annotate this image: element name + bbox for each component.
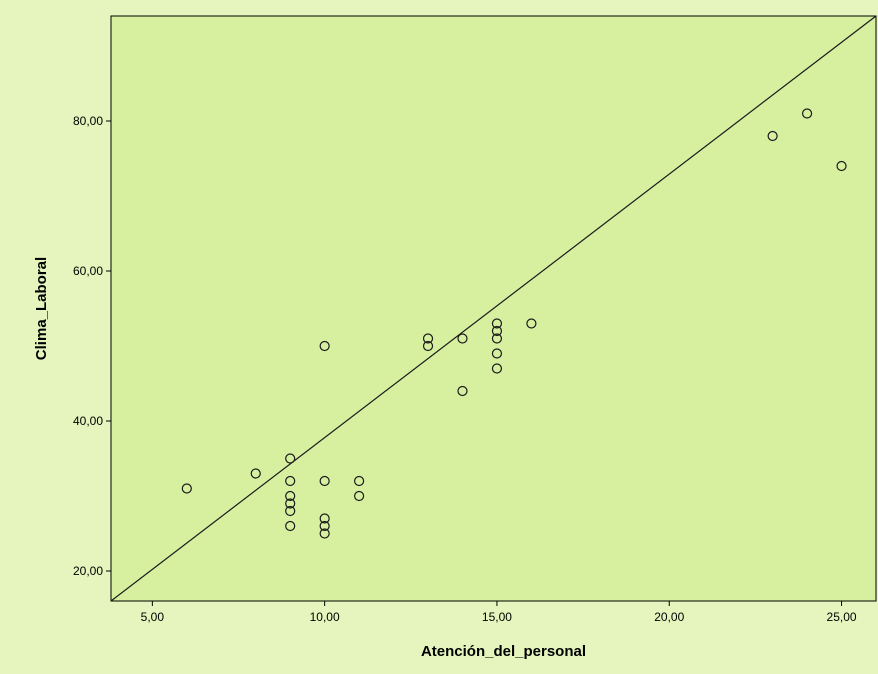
x-tick-label: 5,00 — [141, 610, 165, 624]
reference-line — [110, 15, 877, 602]
data-point — [491, 333, 503, 344]
y-tick-label: 80,00 — [73, 114, 103, 128]
data-point — [319, 520, 330, 532]
data-point — [491, 318, 503, 329]
data-point — [285, 505, 296, 517]
data-point — [354, 490, 365, 502]
x-axis-title: Atención_del_personal — [421, 643, 586, 660]
data-point — [422, 340, 434, 352]
data-point — [181, 483, 192, 494]
data-point — [491, 363, 503, 374]
data-point — [285, 475, 296, 487]
y-tick-label: 40,00 — [73, 414, 103, 428]
data-point — [285, 498, 296, 509]
data-point — [319, 513, 330, 524]
data-point — [457, 385, 468, 397]
data-point — [285, 453, 296, 464]
data-point — [354, 475, 365, 487]
x-tick-label: 20,00 — [654, 610, 684, 624]
x-tick-label: 10,00 — [310, 610, 340, 624]
data-point — [319, 340, 330, 352]
data-point — [285, 520, 296, 532]
data-point — [767, 130, 778, 142]
data-point — [319, 475, 330, 487]
data-point — [285, 490, 296, 502]
x-tick-label: 25,00 — [827, 610, 857, 624]
data-point — [526, 318, 537, 329]
y-tick-label: 20,00 — [73, 564, 103, 578]
x-axis-ticks: 5,00 10,00 15,00 20,00 25,00 — [141, 601, 857, 624]
x-tick-label: 15,00 — [482, 610, 512, 624]
y-axis-title: Clima_Laboral — [33, 257, 50, 360]
data-point — [457, 333, 468, 344]
y-axis-ticks: 20,00 40,00 60,00 80,00 — [73, 114, 111, 578]
data-point — [319, 528, 330, 539]
data-point — [250, 468, 261, 479]
data-points — [181, 108, 847, 539]
y-tick-label: 60,00 — [73, 264, 103, 278]
data-point — [491, 348, 503, 359]
data-point — [491, 325, 503, 337]
data-point — [801, 108, 813, 119]
data-point — [422, 333, 434, 344]
data-point — [836, 160, 847, 172]
